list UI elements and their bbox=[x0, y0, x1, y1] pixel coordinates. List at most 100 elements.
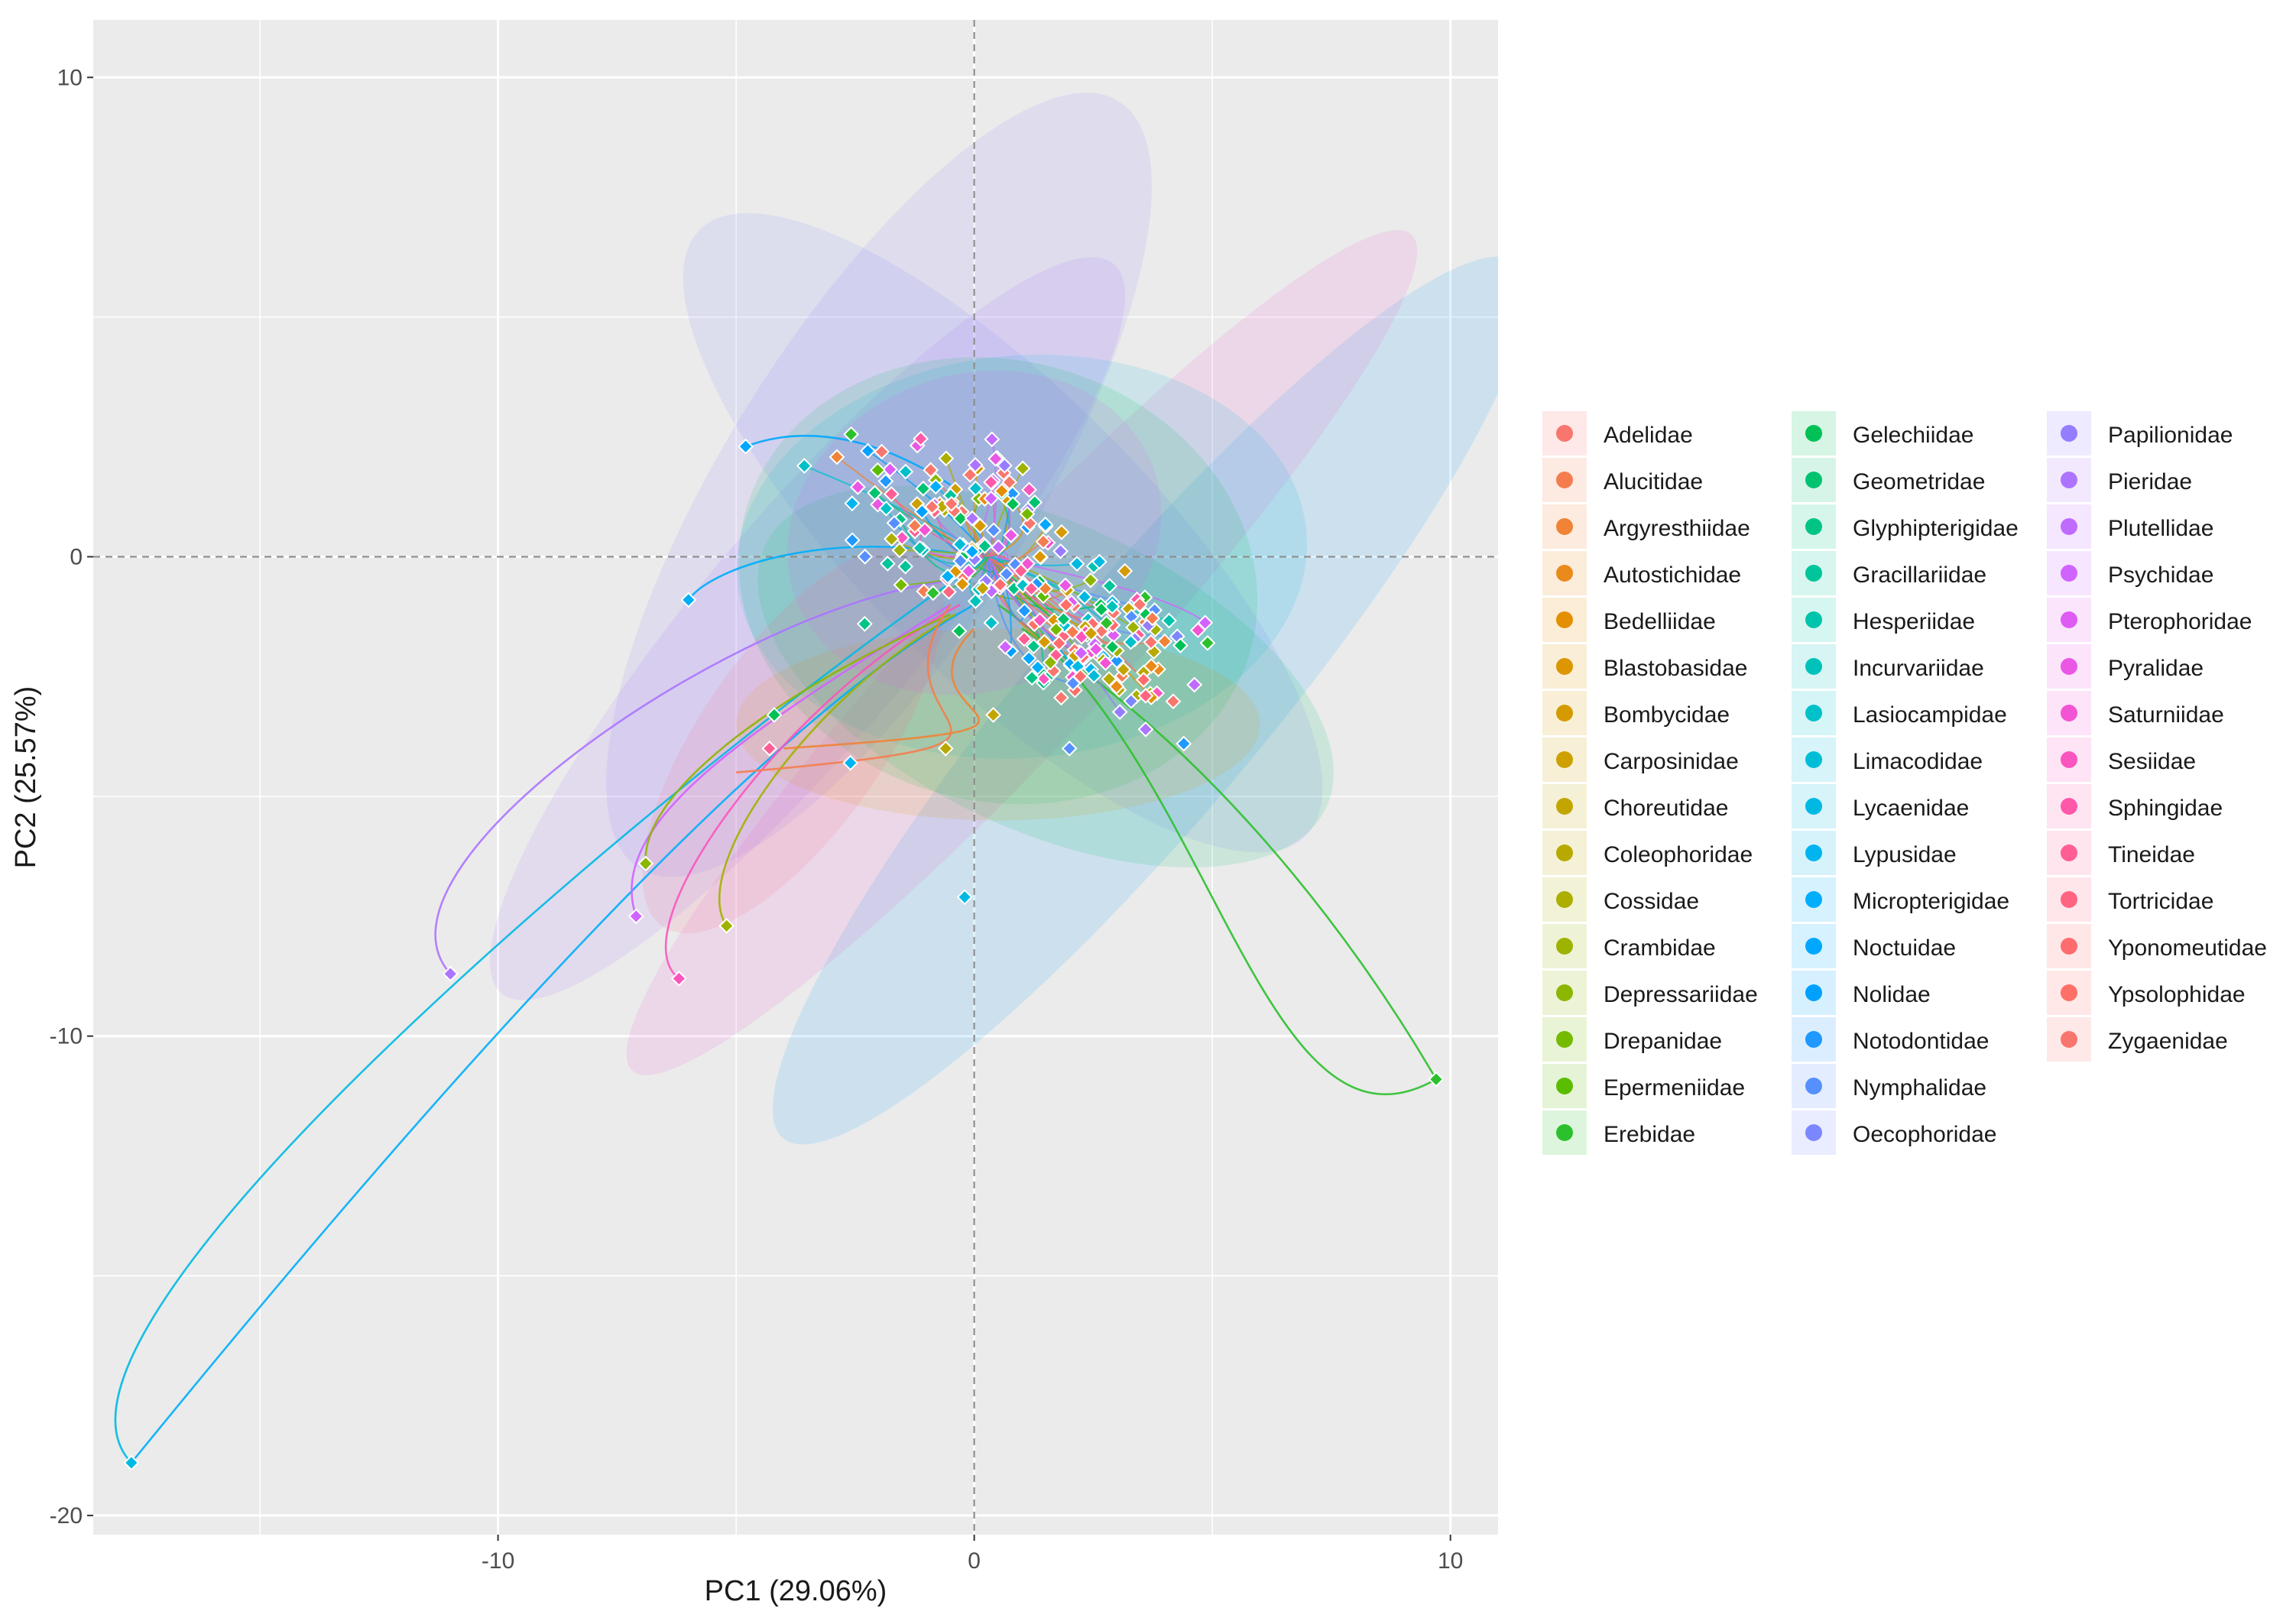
legend-item-nolidae[interactable]: Nolidae bbox=[1792, 971, 1931, 1015]
data-point bbox=[1058, 597, 1075, 614]
legend-item-lasiocampidae[interactable]: Lasiocampidae bbox=[1792, 691, 2007, 735]
legend-item-pterophoridae[interactable]: Pterophoridae bbox=[2047, 598, 2252, 642]
data-point bbox=[1016, 631, 1033, 647]
data-point bbox=[844, 532, 861, 549]
legend-item-pieridae[interactable]: Pieridae bbox=[2047, 458, 2192, 502]
data-point bbox=[1019, 506, 1036, 522]
legend-key-point bbox=[1556, 1078, 1573, 1094]
data-point bbox=[1085, 667, 1102, 684]
legend-item-depressariidae[interactable]: Depressariidae bbox=[1542, 971, 1758, 1015]
legend-item-saturniidae[interactable]: Saturniidae bbox=[2047, 691, 2224, 735]
y-axis-title: PC2 (25.57%) bbox=[10, 686, 42, 869]
x-axis-title: PC1 (29.06%) bbox=[705, 1575, 887, 1607]
legend-item-autostichidae[interactable]: Autostichidae bbox=[1542, 551, 1741, 595]
legend-item-nymphalidae[interactable]: Nymphalidae bbox=[1792, 1064, 1986, 1108]
legend-key-point bbox=[1556, 565, 1573, 582]
legend-item-geometridae[interactable]: Geometridae bbox=[1792, 458, 1985, 502]
legend-label: Glyphipterigidae bbox=[1853, 516, 2019, 541]
legend-item-yponomeutidae[interactable]: Yponomeutidae bbox=[2047, 924, 2267, 968]
legend-label: Cossidae bbox=[1604, 889, 1699, 914]
legend-item-papilionidae[interactable]: Papilionidae bbox=[2047, 411, 2233, 456]
legend-item-pyralidae[interactable]: Pyralidae bbox=[2047, 644, 2204, 689]
ellipse-papilionidae bbox=[606, 92, 1152, 877]
legend-item-ypsolophidae[interactable]: Ypsolophidae bbox=[2047, 971, 2246, 1015]
legend-item-bedelliidae[interactable]: Bedelliidae bbox=[1542, 598, 1716, 642]
legend-item-plutellidae[interactable]: Plutellidae bbox=[2047, 504, 2213, 549]
data-point bbox=[1042, 654, 1059, 671]
legend-item-carposinidae[interactable]: Carposinidae bbox=[1542, 738, 1739, 782]
legend-item-notodontidae[interactable]: Notodontidae bbox=[1792, 1017, 1989, 1062]
legend-item-argyresthiidae[interactable]: Argyresthiidae bbox=[1542, 504, 1750, 549]
legend-item-zygaenidae[interactable]: Zygaenidae bbox=[2047, 1017, 2228, 1062]
data-point bbox=[874, 443, 890, 460]
outlier-point-crambidae bbox=[718, 918, 735, 934]
legend-item-adelidae[interactable]: Adelidae bbox=[1542, 411, 1693, 456]
legend-item-tineidae[interactable]: Tineidae bbox=[2047, 831, 2195, 875]
legend-key-point bbox=[1556, 518, 1573, 535]
legend-item-erebidae[interactable]: Erebidae bbox=[1542, 1110, 1695, 1155]
legend-key-point bbox=[1805, 1031, 1822, 1048]
legend-item-oecophoridae[interactable]: Oecophoridae bbox=[1792, 1110, 1996, 1155]
data-point bbox=[952, 536, 968, 553]
legend-item-drepanidae[interactable]: Drepanidae bbox=[1542, 1017, 1722, 1062]
data-point bbox=[849, 478, 866, 495]
legend-item-micropterigidae[interactable]: Micropterigidae bbox=[1792, 877, 2009, 922]
legend-label: Lypusidae bbox=[1853, 842, 1957, 867]
legend-item-incurvariidae[interactable]: Incurvariidae bbox=[1792, 644, 1984, 689]
legend-label: Incurvariidae bbox=[1853, 656, 1984, 681]
outlier-point-pieridae bbox=[442, 965, 459, 982]
data-point bbox=[893, 530, 910, 546]
data-point bbox=[1161, 612, 1177, 629]
legend-key-point bbox=[2061, 472, 2077, 488]
legend-item-gelechiidae[interactable]: Gelechiidae bbox=[1792, 411, 1973, 456]
data-point bbox=[915, 480, 932, 497]
legend-key-point bbox=[1556, 705, 1573, 721]
legend-key-point bbox=[2061, 751, 2077, 768]
legend-label: Adelidae bbox=[1604, 423, 1693, 448]
legend-item-coleophoridae[interactable]: Coleophoridae bbox=[1542, 831, 1753, 875]
data-point bbox=[983, 614, 1000, 631]
data-point bbox=[1021, 515, 1038, 532]
data-point bbox=[913, 430, 929, 447]
x-tick-label: -10 bbox=[482, 1548, 514, 1574]
data-point bbox=[878, 500, 894, 517]
data-point bbox=[1014, 577, 1031, 594]
legend-key-point bbox=[1556, 658, 1573, 675]
legend-item-alucitidae[interactable]: Alucitidae bbox=[1542, 458, 1703, 502]
legend-label: Epermeniidae bbox=[1604, 1075, 1745, 1101]
data-point bbox=[994, 483, 1010, 499]
legend-item-choreutidae[interactable]: Choreutidae bbox=[1542, 784, 1728, 828]
data-point bbox=[1051, 635, 1068, 652]
legend-label: Gracillariidae bbox=[1853, 562, 1986, 588]
legend-label: Erebidae bbox=[1604, 1122, 1695, 1147]
legend-item-limacodidae[interactable]: Limacodidae bbox=[1792, 738, 1983, 782]
legend-item-sesiidae[interactable]: Sesiidae bbox=[2047, 738, 2196, 782]
outlier-point-sesiidae bbox=[670, 971, 687, 987]
legend-item-blastobasidae[interactable]: Blastobasidae bbox=[1542, 644, 1747, 689]
legend-key-point bbox=[1556, 798, 1573, 815]
legend-item-sphingidae[interactable]: Sphingidae bbox=[2047, 784, 2223, 828]
legend-item-lypusidae[interactable]: Lypusidae bbox=[1792, 831, 1957, 875]
legend-item-epermeniidae[interactable]: Epermeniidae bbox=[1542, 1064, 1745, 1108]
data-point bbox=[1013, 562, 1030, 579]
legend-item-cossidae[interactable]: Cossidae bbox=[1542, 877, 1699, 922]
data-point bbox=[964, 510, 981, 527]
legend-item-bombycidae[interactable]: Bombycidae bbox=[1542, 691, 1730, 735]
legend-item-gracillariidae[interactable]: Gracillariidae bbox=[1792, 551, 1986, 595]
legend-item-noctuidae[interactable]: Noctuidae bbox=[1792, 924, 1956, 968]
legend-label: Carposinidae bbox=[1604, 749, 1739, 774]
legend-label: Sphingidae bbox=[2108, 796, 2223, 821]
legend-item-crambidae[interactable]: Crambidae bbox=[1542, 924, 1716, 968]
data-point bbox=[1025, 638, 1042, 655]
legend-item-tortricidae[interactable]: Tortricidae bbox=[2047, 877, 2213, 922]
legend-item-hesperiidae[interactable]: Hesperiidae bbox=[1792, 598, 1975, 642]
legend-key-point bbox=[1805, 611, 1822, 628]
legend-item-lycaenidae[interactable]: Lycaenidae bbox=[1792, 784, 1969, 828]
outlier-point-erebidae bbox=[1428, 1071, 1445, 1088]
outlier-point-tortricidae bbox=[1137, 687, 1154, 704]
legend-label: Alucitidae bbox=[1604, 469, 1703, 494]
legend-key-point bbox=[2061, 658, 2077, 675]
y-tick-label: 10 bbox=[57, 65, 83, 90]
legend-item-glyphipterigidae[interactable]: Glyphipterigidae bbox=[1792, 504, 2019, 549]
legend-item-psychidae[interactable]: Psychidae bbox=[2047, 551, 2213, 595]
